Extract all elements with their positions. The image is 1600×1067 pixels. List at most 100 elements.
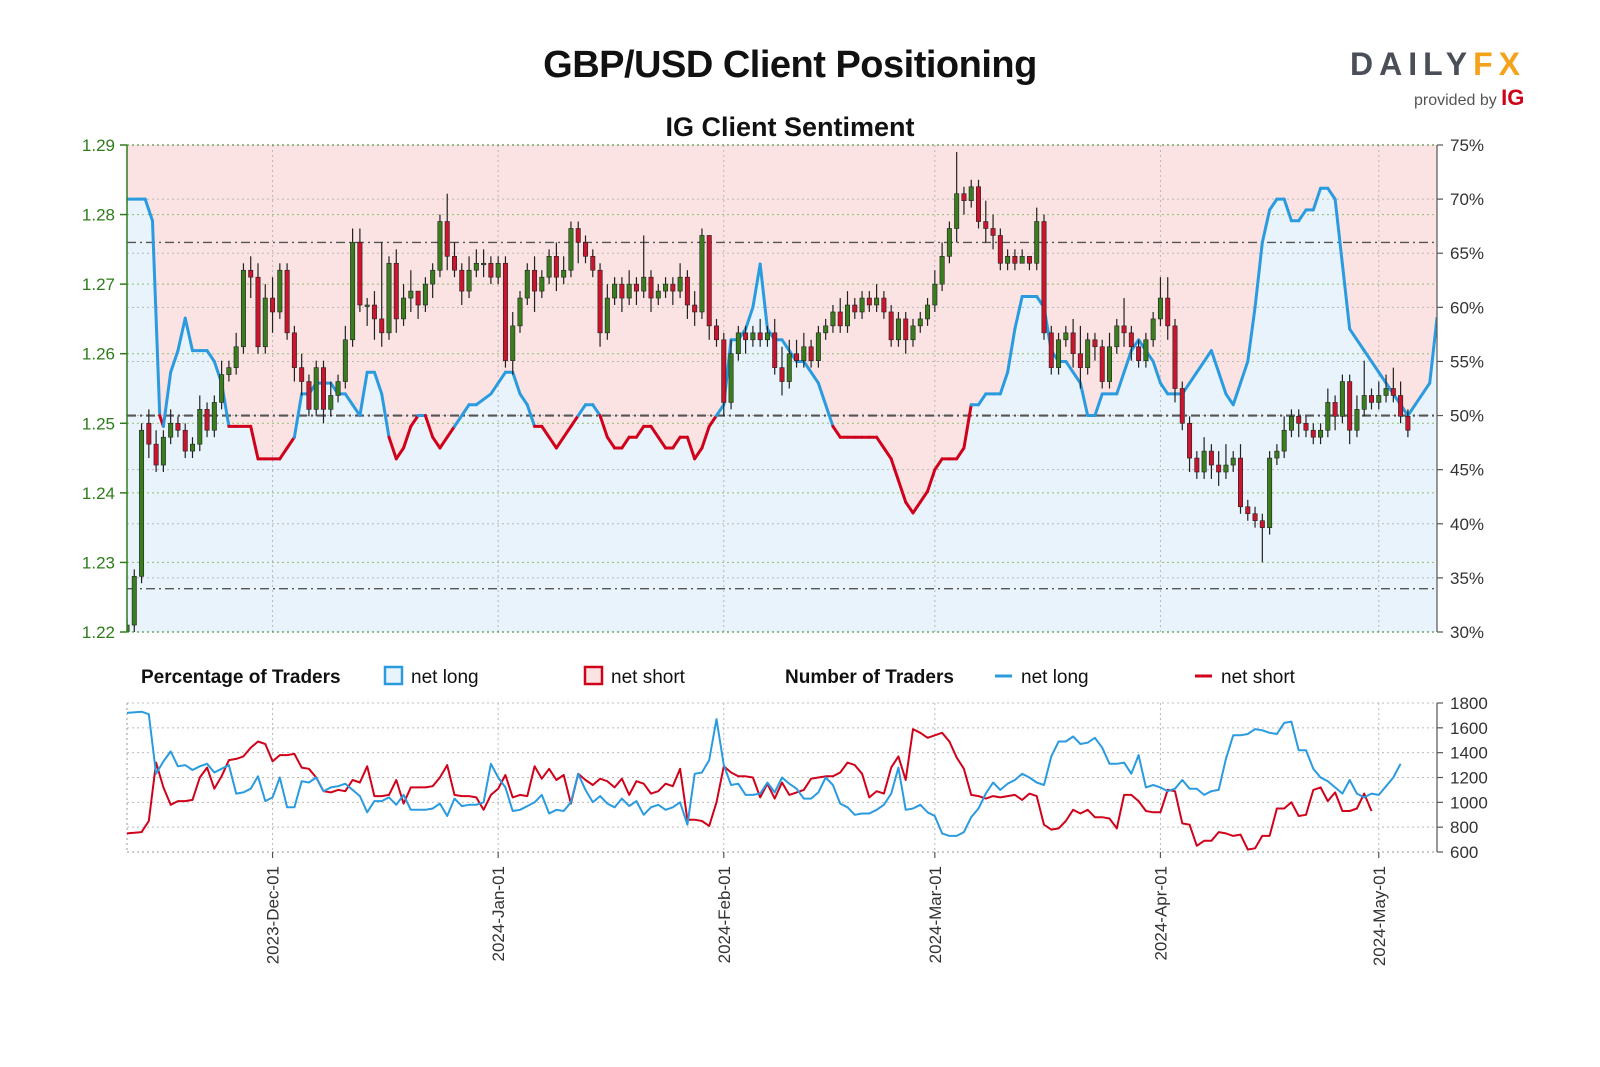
sentiment-line-segment <box>896 478 908 504</box>
candle-up <box>917 318 923 327</box>
net-long-area <box>127 188 1437 632</box>
candle-up <box>190 443 195 452</box>
sentiment-line-segment <box>1071 370 1082 385</box>
count-tick-label: 800 <box>1450 818 1478 837</box>
candle-up <box>612 283 618 299</box>
candle-up <box>735 332 741 355</box>
candle-down <box>1216 464 1222 473</box>
candle-up <box>517 297 523 327</box>
sentiment-line-segment <box>882 446 893 461</box>
candle-up <box>925 304 931 320</box>
sentiment-line-segment <box>816 381 828 407</box>
sentiment-line-segment <box>685 435 697 461</box>
candle-up <box>466 269 472 292</box>
candle-up <box>473 262 479 271</box>
sentiment-line-segment <box>285 435 296 450</box>
candle-down <box>255 276 261 348</box>
candle-down <box>532 269 538 292</box>
candle-down <box>1077 353 1083 368</box>
sentiment-line-segment <box>343 392 355 407</box>
sentiment-line-segment <box>496 370 507 385</box>
date-tick-label: 2024-Apr-01 <box>1151 866 1170 961</box>
count-tick-label: 1600 <box>1450 719 1488 738</box>
candle-up <box>663 283 669 292</box>
legend-net-short-swatch <box>583 665 604 686</box>
sentiment-line-segment <box>150 219 162 418</box>
candle-up <box>1150 318 1156 341</box>
candle-down <box>371 304 377 320</box>
candle-up <box>1056 339 1062 368</box>
pct-tick-label: 55% <box>1450 352 1484 371</box>
sentiment-line-segment <box>380 392 391 439</box>
sentiment-line-segment <box>634 424 646 439</box>
sentiment-line-segment <box>1129 338 1141 353</box>
sentiment-line-segment <box>889 457 900 482</box>
sentiment-line-segment <box>780 338 791 353</box>
price-tick-label: 1.25 <box>82 414 115 433</box>
candle-up <box>197 409 203 445</box>
sentiment-line-segment <box>540 424 551 439</box>
candle-up <box>859 297 865 313</box>
candle-up <box>422 283 428 306</box>
sentiment-line-segment <box>1158 381 1170 396</box>
candle-up <box>430 269 436 285</box>
candle-down <box>852 304 858 313</box>
price-tick-label: 1.26 <box>82 345 115 364</box>
candle-up <box>1354 409 1360 431</box>
candle-up <box>131 576 137 626</box>
candle-down <box>779 367 785 382</box>
candle-down <box>1172 325 1178 389</box>
candle-up <box>1281 429 1287 452</box>
sentiment-line-segment <box>147 208 154 223</box>
candle-up <box>233 346 239 368</box>
candle-down <box>794 353 800 361</box>
candle-down <box>837 311 843 327</box>
candle-down <box>1405 416 1411 431</box>
candle-up <box>481 262 487 266</box>
candle-up <box>139 429 145 577</box>
price-tick-label: 1.28 <box>82 206 115 225</box>
candle-up <box>262 297 268 348</box>
candle-up <box>1339 381 1345 417</box>
candle-down <box>1179 388 1185 424</box>
candle-up <box>127 624 130 632</box>
sentiment-line-segment <box>1202 349 1213 363</box>
price-tick-label: 1.23 <box>82 553 115 572</box>
sentiment-line-segment <box>1260 208 1272 244</box>
candle-up <box>728 353 734 403</box>
candle-down <box>248 269 254 278</box>
candle-down <box>757 332 763 341</box>
count-tick-label: 1200 <box>1450 769 1488 788</box>
sentiment-line-segment <box>1246 305 1257 363</box>
candle-down <box>575 228 581 243</box>
candle-up <box>946 228 952 257</box>
candle-down <box>459 269 465 292</box>
count-tick-label: 1800 <box>1450 694 1488 713</box>
candle-down <box>291 332 297 368</box>
sentiment-line-segment <box>409 414 420 428</box>
candle-up <box>1005 256 1011 264</box>
candle-up <box>823 325 829 334</box>
sentiment-line-segment <box>1253 240 1264 309</box>
candle-down <box>648 276 654 299</box>
pct-tick-label: 60% <box>1450 298 1484 317</box>
candle-down <box>1296 416 1302 424</box>
sentiment-line-segment <box>474 392 493 407</box>
candle-up <box>1063 332 1069 341</box>
sentiment-line-segment <box>1013 295 1024 331</box>
candle-up <box>1034 221 1040 264</box>
candle-up <box>939 256 945 285</box>
candle-up <box>1157 297 1163 320</box>
candle-up <box>342 339 348 382</box>
candle-down <box>182 429 188 452</box>
candle-up <box>328 395 334 410</box>
sentiment-line-segment <box>431 435 442 450</box>
price-tick-label: 1.29 <box>82 136 115 155</box>
candle-down <box>1165 297 1171 327</box>
sentiment-line-segment <box>1064 359 1075 374</box>
brand-logo: DAILYFX provided by IG <box>1350 46 1550 111</box>
candle-up <box>211 402 217 431</box>
candle-down <box>415 290 421 306</box>
candle-up <box>1223 464 1229 473</box>
